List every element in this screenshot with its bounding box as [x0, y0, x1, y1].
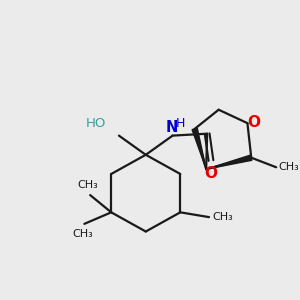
Text: CH₃: CH₃: [212, 212, 233, 222]
Polygon shape: [206, 155, 252, 169]
Polygon shape: [192, 128, 206, 169]
Text: H: H: [176, 117, 185, 130]
Text: CH₃: CH₃: [72, 229, 93, 238]
Text: N: N: [166, 120, 178, 135]
Text: HO: HO: [86, 117, 106, 130]
Text: O: O: [205, 166, 218, 181]
Text: CH₃: CH₃: [278, 162, 299, 172]
Text: CH₃: CH₃: [78, 180, 99, 190]
Text: O: O: [248, 115, 261, 130]
